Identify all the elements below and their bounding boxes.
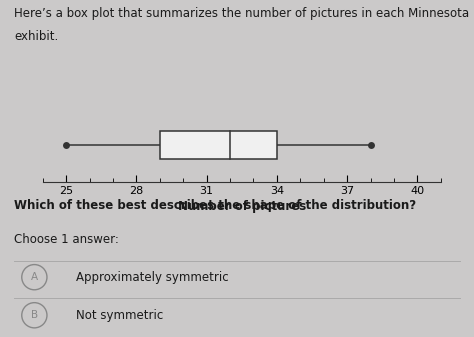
X-axis label: Number of pictures: Number of pictures <box>178 200 306 213</box>
Text: Not symmetric: Not symmetric <box>76 309 163 321</box>
Text: Here’s a box plot that summarizes the number of pictures in each Minnesota Histo: Here’s a box plot that summarizes the nu… <box>14 7 474 20</box>
Text: B: B <box>31 310 38 320</box>
Text: exhibit.: exhibit. <box>14 30 58 43</box>
Text: Choose 1 answer:: Choose 1 answer: <box>14 233 119 246</box>
Bar <box>160 131 277 159</box>
Text: A: A <box>31 272 38 282</box>
Text: Approximately symmetric: Approximately symmetric <box>76 271 228 283</box>
Text: Which of these best describes the shape of the distribution?: Which of these best describes the shape … <box>14 199 416 212</box>
